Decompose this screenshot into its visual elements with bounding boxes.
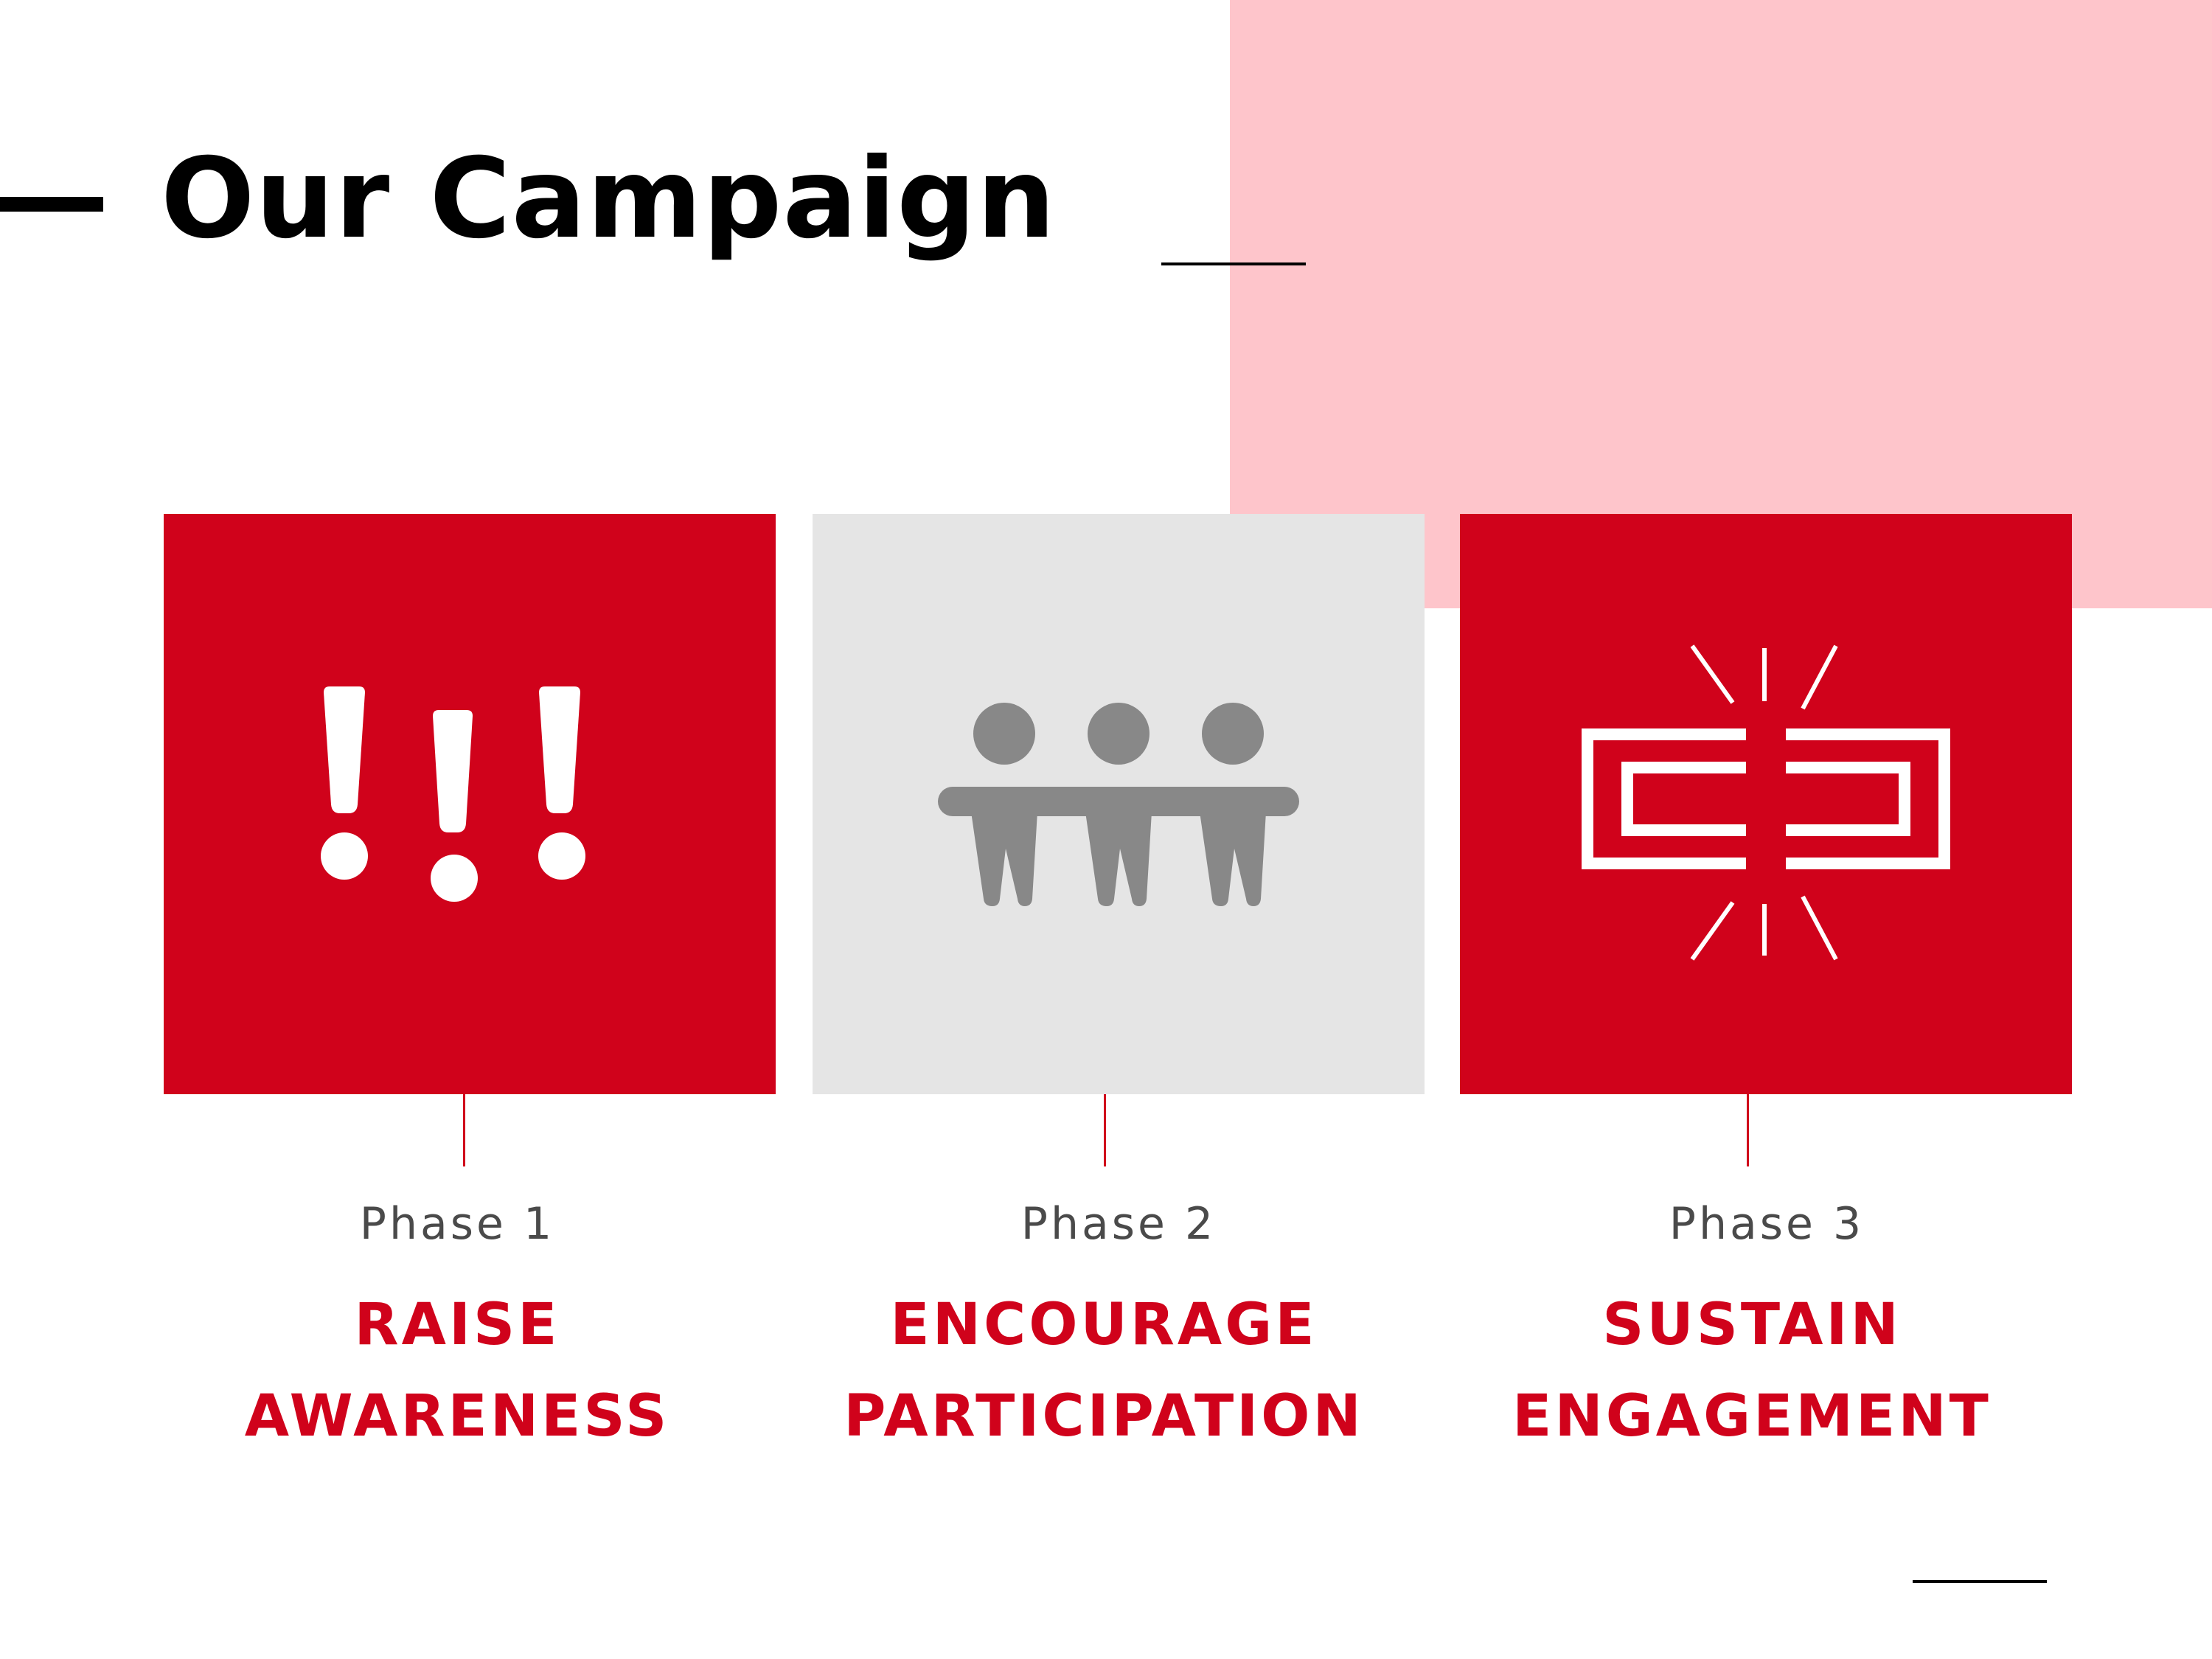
phase-3-heading-line1: SUSTAIN: [1602, 1292, 1902, 1358]
phase-3-heading-line2: ENGAGEMENT: [1512, 1383, 1992, 1450]
phase-1-connector: [463, 1094, 465, 1166]
page-title: Our Campaign: [161, 135, 1057, 263]
title-dash: [0, 197, 103, 212]
phase-1-heading-line2: AWARENESS: [244, 1383, 670, 1450]
connecting-links-icon: [1582, 644, 1950, 961]
phase-2-label: Phase 2: [1020, 1198, 1217, 1250]
phase-2-connector: [1104, 1094, 1106, 1166]
phase-1-card: [164, 514, 776, 1094]
pink-background-block: [1230, 0, 2212, 608]
phase-2-heading-line1: ENCOURAGE: [890, 1292, 1318, 1358]
phase-2-heading-line2: PARTICIPATION: [844, 1383, 1364, 1450]
phase-1-label: Phase 1: [359, 1198, 555, 1250]
decorative-line-top: [1161, 262, 1306, 265]
phase-3-heading: SUSTAIN ENGAGEMENT: [1420, 1279, 2084, 1462]
phase-3-connector: [1747, 1094, 1749, 1166]
phase-2-card: [813, 514, 1425, 1094]
phase-2-heading: ENCOURAGE PARTICIPATION: [772, 1279, 1436, 1462]
phase-1-heading-line1: RAISE: [354, 1292, 560, 1358]
decorative-line-bottom: [1913, 1580, 2047, 1583]
phase-1-heading: RAISE AWARENESS: [125, 1279, 789, 1462]
phase-3-card: [1460, 514, 2072, 1094]
people-holding-bar-icon: [938, 702, 1299, 906]
exclamation-marks-icon: [321, 686, 585, 902]
phase-3-label: Phase 3: [1669, 1198, 1865, 1250]
